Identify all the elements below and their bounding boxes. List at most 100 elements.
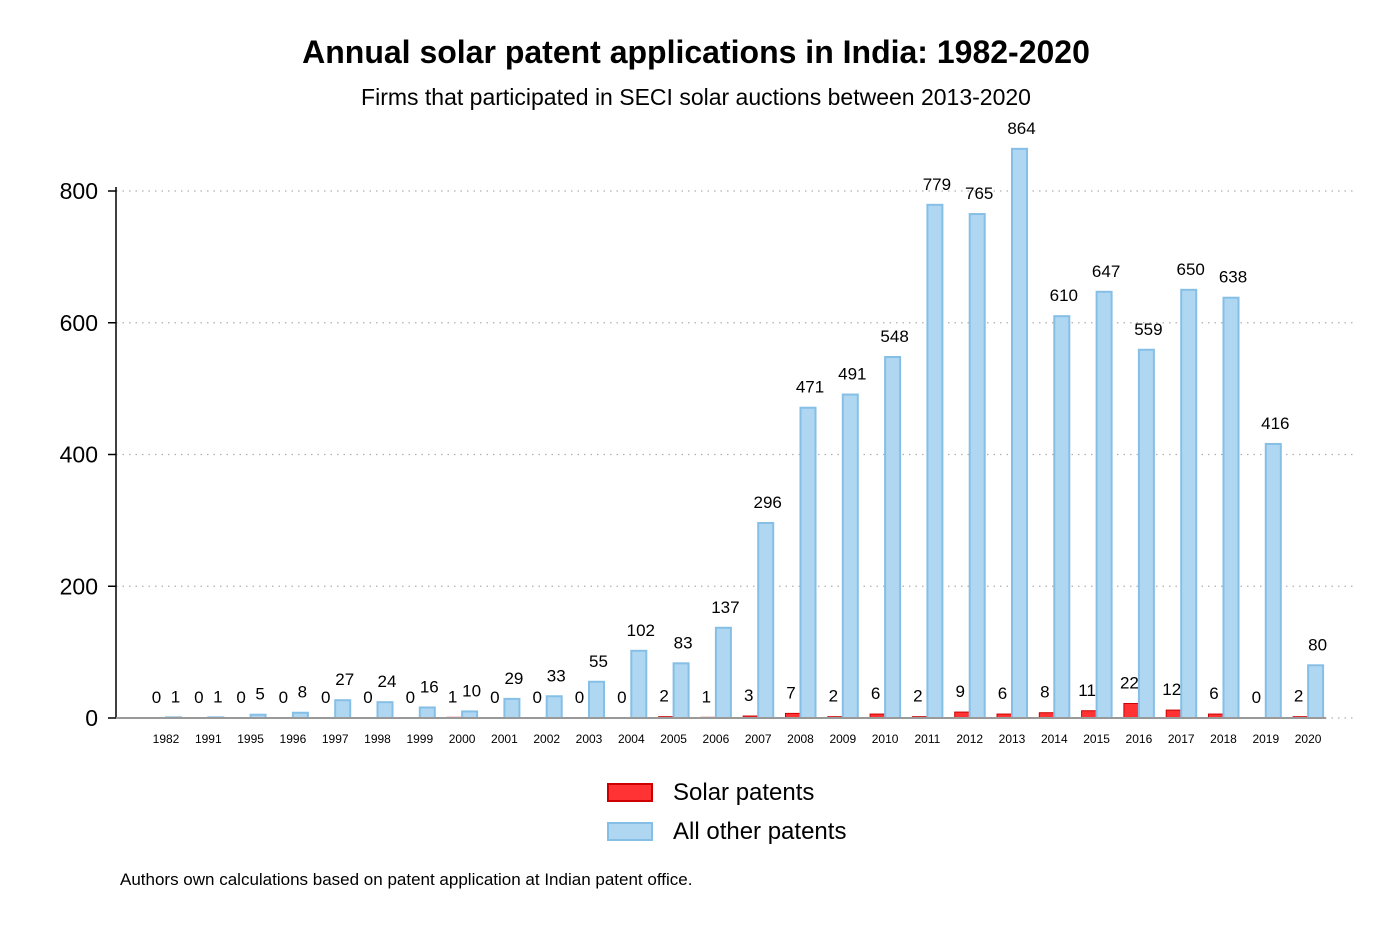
x-tick-label: 2005 (660, 732, 687, 746)
data-label-solar: 0 (152, 688, 161, 707)
bar-other (335, 700, 350, 718)
y-tick-label: 800 (60, 178, 98, 204)
x-tick-label: 2017 (1168, 732, 1195, 746)
data-label-other: 471 (796, 378, 824, 397)
data-label-other: 416 (1261, 414, 1289, 433)
data-label-other: 83 (674, 633, 693, 652)
legend-swatch-solar (607, 783, 653, 802)
x-tick-label: 1991 (195, 732, 222, 746)
bar-other (1012, 149, 1027, 718)
data-label-other: 779 (923, 175, 951, 194)
x-tick-label: 2004 (618, 732, 645, 746)
bar-other (758, 523, 773, 718)
data-label-other: 1 (171, 687, 180, 706)
x-tick-label: 2016 (1126, 732, 1153, 746)
data-label-solar: 12 (1162, 680, 1181, 699)
x-tick-label: 2014 (1041, 732, 1068, 746)
data-label-solar: 0 (321, 688, 330, 707)
data-label-other: 55 (589, 652, 608, 671)
legend: Solar patents All other patents (607, 773, 846, 851)
data-label-other: 864 (1007, 119, 1035, 138)
data-label-solar: 6 (871, 684, 880, 703)
data-label-other: 102 (627, 621, 655, 640)
x-tick-label: 1982 (153, 732, 180, 746)
x-tick-label: 2008 (787, 732, 814, 746)
legend-label-other: All other patents (673, 818, 846, 846)
x-tick-label: 2018 (1210, 732, 1237, 746)
bar-other (801, 408, 816, 718)
bar-other (1181, 290, 1196, 718)
x-tick-label: 2010 (872, 732, 899, 746)
data-label-solar: 0 (575, 688, 584, 707)
x-tick-label: 1995 (237, 732, 264, 746)
data-label-other: 1 (213, 687, 222, 706)
data-label-other: 8 (298, 683, 307, 702)
data-label-solar: 0 (490, 688, 499, 707)
x-tick-label: 1996 (280, 732, 307, 746)
x-tick-label: 2000 (449, 732, 476, 746)
x-tick-label: 2012 (956, 732, 983, 746)
data-label-other: 296 (754, 493, 782, 512)
data-label-solar: 6 (998, 684, 1007, 703)
data-label-solar: 0 (406, 688, 415, 707)
data-label-solar: 0 (532, 688, 541, 707)
bar-other (378, 702, 393, 718)
data-label-other: 765 (965, 184, 993, 203)
bar-other (1224, 298, 1239, 718)
data-label-solar: 2 (1294, 687, 1303, 706)
bar-other (1054, 316, 1069, 718)
data-label-other: 33 (547, 666, 566, 685)
legend-item-other: All other patents (607, 812, 846, 851)
bar-other (589, 682, 604, 718)
data-label-other: 548 (880, 327, 908, 346)
data-label-other: 16 (420, 677, 439, 696)
data-label-other: 27 (335, 670, 354, 689)
data-label-other: 5 (255, 685, 264, 704)
bar-other (631, 651, 646, 718)
legend-item-solar: Solar patents (607, 773, 846, 812)
data-label-solar: 7 (786, 683, 795, 702)
y-tick-label: 400 (60, 442, 98, 468)
data-label-solar: 2 (659, 687, 668, 706)
data-label-solar: 2 (829, 687, 838, 706)
x-tick-label: 2001 (491, 732, 518, 746)
data-label-solar: 9 (955, 682, 964, 701)
x-tick-label: 2003 (576, 732, 603, 746)
bar-other (504, 699, 519, 718)
bar-solar (1166, 710, 1181, 718)
x-tick-label: 2009 (829, 732, 856, 746)
bar-solar (1124, 704, 1139, 718)
bar-other (843, 395, 858, 718)
x-tick-label: 2011 (914, 732, 940, 746)
x-tick-label: 2002 (533, 732, 560, 746)
bar-other (927, 205, 942, 718)
bar-other (716, 628, 731, 718)
x-tick-label: 2015 (1083, 732, 1110, 746)
data-label-other: 29 (504, 669, 523, 688)
data-label-solar: 8 (1040, 683, 1049, 702)
data-label-solar: 0 (363, 688, 372, 707)
legend-label-solar: Solar patents (673, 779, 814, 807)
bar-other (885, 357, 900, 718)
x-tick-label: 2020 (1295, 732, 1322, 746)
data-label-other: 559 (1134, 320, 1162, 339)
data-label-solar: 0 (1252, 688, 1261, 707)
data-label-other: 650 (1177, 260, 1205, 279)
bar-other (674, 663, 689, 718)
data-label-other: 610 (1050, 286, 1078, 305)
data-label-other: 137 (711, 598, 739, 617)
x-tick-label: 2013 (999, 732, 1026, 746)
bar-solar (1082, 711, 1097, 718)
x-tick-label: 2007 (745, 732, 772, 746)
y-tick-label: 0 (85, 705, 98, 731)
data-label-solar: 0 (236, 688, 245, 707)
data-label-other: 638 (1219, 268, 1247, 287)
bar-other (1308, 665, 1323, 718)
data-label-other: 80 (1308, 635, 1327, 654)
x-tick-label: 1999 (406, 732, 433, 746)
bar-other (547, 696, 562, 718)
data-label-solar: 0 (617, 688, 626, 707)
x-tick-label: 2019 (1252, 732, 1279, 746)
data-label-other: 24 (378, 672, 397, 691)
data-label-solar: 1 (448, 687, 457, 706)
